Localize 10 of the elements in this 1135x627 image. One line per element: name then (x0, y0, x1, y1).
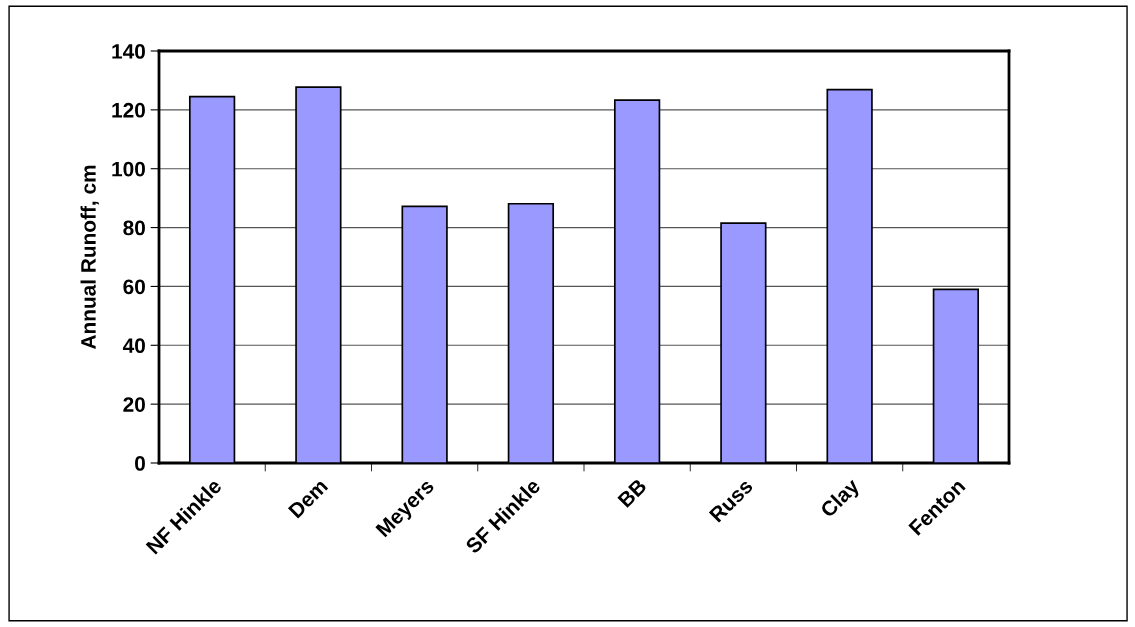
y-tick-label: 20 (123, 397, 145, 412)
y-axis-title: Annual Runoff, cm (80, 165, 99, 350)
y-tick-label: 120 (112, 102, 145, 118)
y-tick-label: 60 (123, 279, 145, 295)
y-tick-label: 100 (112, 161, 145, 177)
y-tick-label: 80 (123, 220, 145, 236)
y-tick-label: 0 (135, 456, 145, 471)
y-tick-label: 140 (112, 44, 145, 59)
y-tick-label: 40 (122, 338, 145, 354)
x-tick-label: BB (617, 478, 648, 508)
